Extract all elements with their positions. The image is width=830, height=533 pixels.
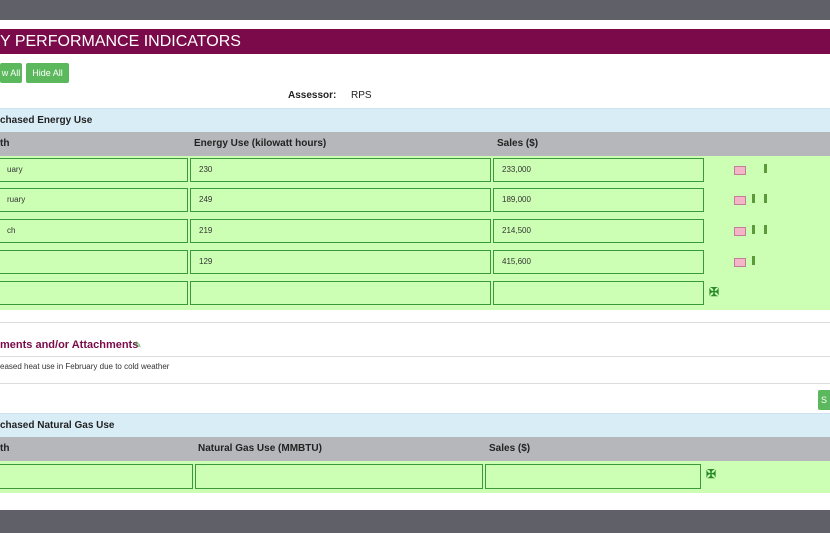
assessor-value: RPS: [351, 90, 372, 101]
new-energy-use-field[interactable]: [190, 281, 491, 305]
add-row-icon[interactable]: ✠: [706, 467, 717, 481]
edit-icon[interactable]: [734, 258, 746, 267]
energy-month-value: uary: [7, 165, 23, 174]
energy-section-title: chased Energy Use: [0, 115, 93, 126]
energy-use-field[interactable]: 129: [190, 250, 491, 274]
edit-icon[interactable]: [734, 166, 746, 175]
energy-month-field[interactable]: uary: [0, 158, 188, 182]
energy-use-value: 230: [199, 165, 213, 174]
show-all-button[interactable]: w All: [0, 63, 22, 83]
pencil-icon[interactable]: ✎: [134, 340, 142, 350]
new-energy-month-field[interactable]: [0, 281, 188, 305]
gas-column-header: th Natural Gas Use (MMBTU) Sales ($): [0, 437, 830, 461]
energy-sales-value: 214,500: [502, 226, 531, 235]
energy-use-value: 219: [199, 226, 213, 235]
comments-title: ments and/or Attachments: [0, 339, 139, 351]
new-gas-use-field[interactable]: [195, 464, 483, 489]
energy-col-energy-use: Energy Use (kilowatt hours): [194, 138, 327, 149]
energy-rows: uary 230 233,000 ruary 249 189,000 ch 21…: [0, 156, 830, 310]
edit-icon[interactable]: [734, 196, 746, 205]
edit-icon[interactable]: [734, 227, 746, 236]
arrow-up-icon[interactable]: [752, 194, 755, 203]
energy-use-value: 249: [199, 195, 213, 204]
energy-month-field[interactable]: [0, 250, 188, 274]
divider: [0, 356, 830, 357]
divider: [0, 322, 830, 323]
bottom-window-bar: [0, 510, 830, 533]
new-energy-sales-field[interactable]: [493, 281, 704, 305]
energy-month-value: ch: [7, 226, 16, 235]
hide-all-button-label: Hide All: [32, 68, 63, 78]
assessor-label: Assessor:: [288, 90, 337, 101]
page-title-band: Y PERFORMANCE INDICATORS: [0, 29, 830, 54]
energy-sales-value: 415,600: [502, 257, 531, 266]
save-comment-label: S: [820, 395, 827, 405]
energy-col-month: th: [0, 138, 10, 149]
energy-sales-field[interactable]: 189,000: [493, 188, 704, 212]
divider: [0, 383, 830, 384]
hide-all-button[interactable]: Hide All: [26, 63, 69, 83]
energy-use-field[interactable]: 219: [190, 219, 491, 243]
energy-col-sales: Sales ($): [497, 138, 539, 149]
arrow-up-icon[interactable]: [752, 225, 755, 234]
energy-use-value: 129: [199, 257, 213, 266]
energy-section-header[interactable]: chased Energy Use: [0, 108, 830, 133]
energy-month-value: ruary: [7, 195, 26, 204]
comment-text: eased heat use in February due to cold w…: [0, 362, 170, 371]
new-gas-month-field[interactable]: [0, 464, 193, 489]
energy-sales-value: 233,000: [502, 165, 531, 174]
save-comment-button[interactable]: S: [818, 390, 830, 410]
gas-section-title: chased Natural Gas Use: [0, 420, 115, 431]
arrow-down-icon[interactable]: [764, 164, 767, 173]
add-row-icon[interactable]: ✠: [709, 285, 720, 299]
energy-sales-field[interactable]: 415,600: [493, 250, 704, 274]
arrow-up-icon[interactable]: [752, 256, 755, 265]
energy-month-field[interactable]: ruary: [0, 188, 188, 212]
gas-col-month: th: [0, 443, 10, 454]
page-title: Y PERFORMANCE INDICATORS: [0, 33, 241, 50]
energy-column-header: th Energy Use (kilowatt hours) Sales ($): [0, 132, 830, 156]
energy-month-field[interactable]: ch: [0, 219, 188, 243]
top-window-bar: [0, 0, 830, 20]
gas-rows: ✠: [0, 461, 830, 493]
energy-use-field[interactable]: 249: [190, 188, 491, 212]
energy-sales-value: 189,000: [502, 195, 531, 204]
energy-use-field[interactable]: 230: [190, 158, 491, 182]
gas-col-sales: Sales ($): [489, 443, 531, 454]
show-all-button-label: w All: [1, 68, 21, 78]
new-gas-sales-field[interactable]: [485, 464, 701, 489]
gas-col-natural-gas: Natural Gas Use (MMBTU): [198, 443, 322, 454]
energy-sales-field[interactable]: 214,500: [493, 219, 704, 243]
arrow-down-icon[interactable]: [764, 225, 767, 234]
gas-section-header[interactable]: chased Natural Gas Use: [0, 413, 830, 438]
energy-sales-field[interactable]: 233,000: [493, 158, 704, 182]
arrow-down-icon[interactable]: [764, 194, 767, 203]
